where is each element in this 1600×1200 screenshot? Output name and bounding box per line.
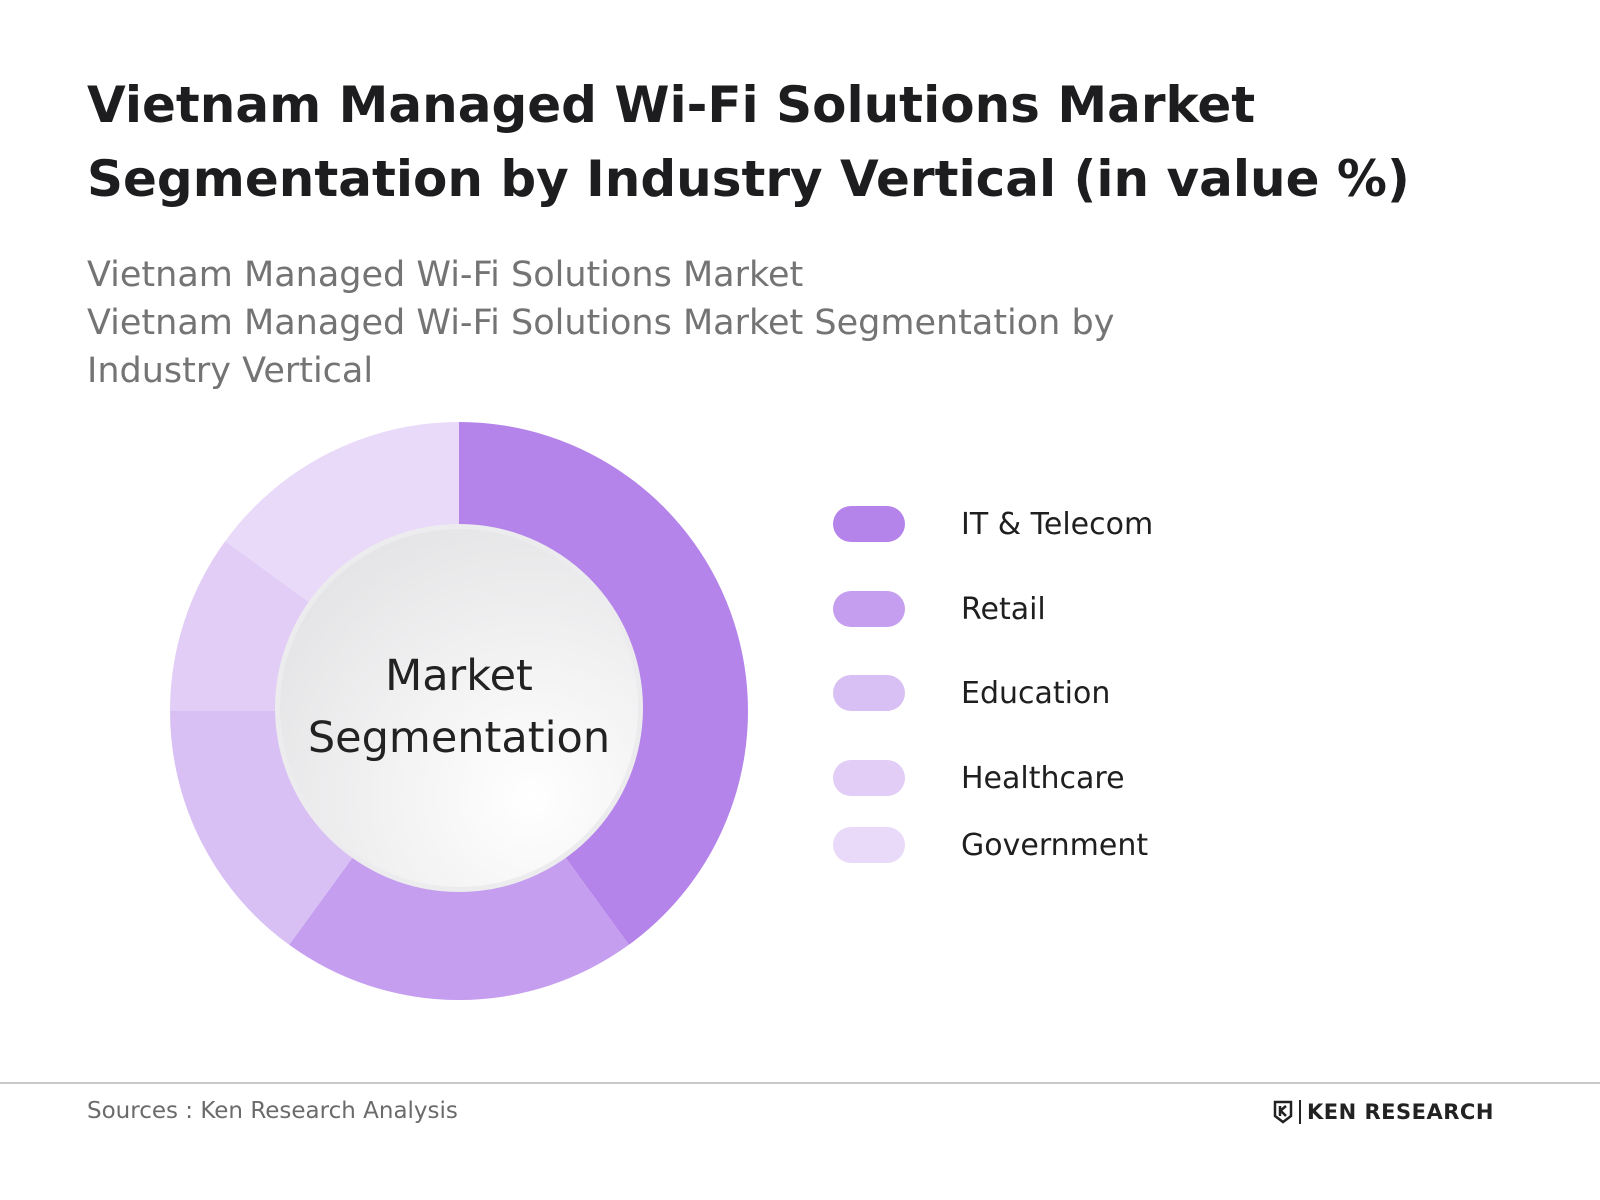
center-disc <box>280 529 638 887</box>
legend-swatch <box>833 827 905 863</box>
center-label: Market Segmentation <box>307 651 611 763</box>
legend-label: Healthcare <box>961 760 1125 796</box>
logo-text: KEN RESEARCH <box>1299 1100 1494 1124</box>
slice-education <box>170 711 354 945</box>
legend-label: Government <box>961 827 1149 863</box>
slice-government <box>225 422 459 606</box>
legend-swatch <box>833 506 905 542</box>
ken-research-logo: KEN RESEARCH <box>1273 1100 1494 1124</box>
legend-item: Education <box>833 674 1110 712</box>
legend-label: Education <box>961 675 1111 711</box>
slice-retail <box>289 856 629 1000</box>
subtitle-market: Vietnam Managed Wi-Fi Solutions Market <box>87 255 804 295</box>
legend-label: Retail <box>961 591 1046 627</box>
legend-item: Retail <box>833 590 1046 628</box>
slice-healthcare <box>170 541 314 711</box>
legend-swatch <box>833 760 905 796</box>
subtitle-segmentation: Vietnam Managed Wi-Fi Solutions Market S… <box>87 303 1115 391</box>
legend-item: Government <box>833 826 1148 864</box>
legend-label: IT & Telecom <box>961 506 1154 542</box>
legend-item: Healthcare <box>833 759 1125 797</box>
footer-divider <box>0 1082 1600 1084</box>
slice-it-telecom <box>459 422 748 945</box>
ken-logo-icon <box>1273 1100 1293 1124</box>
source-note: Sources : Ken Research Analysis <box>87 1098 458 1124</box>
legend-swatch <box>833 591 905 627</box>
legend-swatch <box>833 675 905 711</box>
legend-item: IT & Telecom <box>833 505 1153 543</box>
chart-title: Vietnam Managed Wi-Fi Solutions Market S… <box>87 76 1410 208</box>
